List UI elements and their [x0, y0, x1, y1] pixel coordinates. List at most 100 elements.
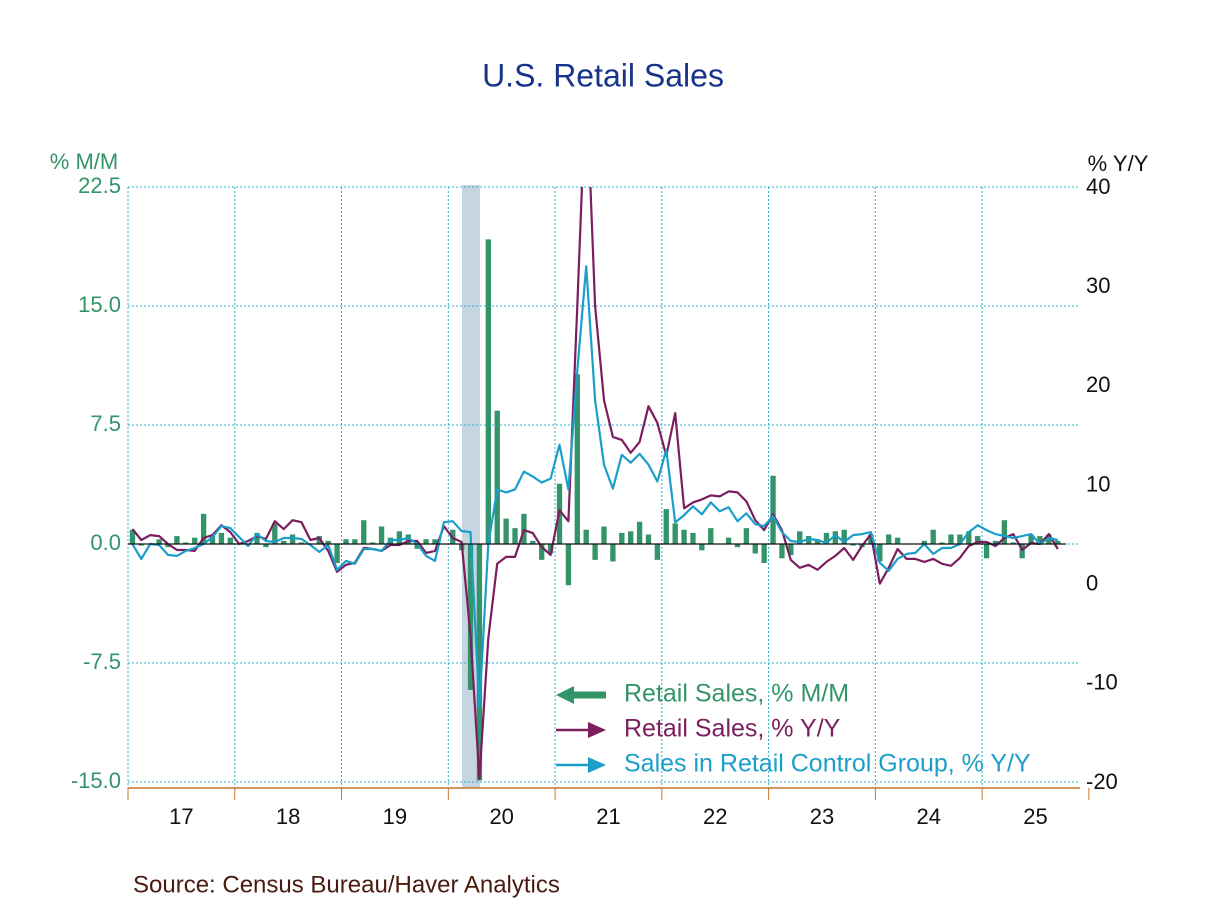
bar: [423, 539, 429, 544]
bar: [957, 534, 963, 544]
legend-swatch: [588, 757, 606, 773]
bar: [823, 532, 830, 544]
y-tick-label: 22.5: [78, 173, 121, 198]
y-tick-label: 0.0: [90, 530, 121, 555]
bar: [414, 544, 420, 549]
bar: [992, 540, 999, 544]
bar: [325, 540, 331, 544]
bar: [1019, 544, 1025, 559]
bar: [272, 523, 278, 544]
legend-label: Retail Sales, % M/M: [624, 680, 849, 708]
bar: [983, 544, 990, 559]
bar: [316, 536, 322, 544]
bar: [761, 544, 767, 564]
bar: [877, 544, 883, 562]
y2-axis-label: % Y/Y: [1088, 151, 1149, 176]
bar: [814, 539, 821, 544]
y2-tick-label: 20: [1086, 372, 1110, 397]
x-tick-label: 19: [383, 804, 407, 829]
bar: [797, 531, 803, 544]
legend-swatch: [588, 722, 606, 738]
bar: [654, 544, 661, 560]
bar: [743, 528, 750, 544]
bar: [975, 536, 981, 544]
bar: [1010, 542, 1016, 544]
bar: [734, 544, 741, 548]
bar: [886, 534, 892, 544]
bar: [894, 537, 901, 544]
bar: [708, 528, 714, 544]
bar: [547, 544, 554, 554]
x-tick-label: 25: [1023, 804, 1047, 829]
y-tick-label: -15.0: [71, 768, 121, 793]
bar: [601, 526, 607, 544]
y2-tick-label: -10: [1086, 670, 1118, 695]
bar: [334, 544, 340, 564]
legend-swatch: [572, 691, 606, 699]
bar: [361, 520, 367, 544]
bar: [681, 529, 687, 544]
bar: [921, 540, 927, 544]
bar: [948, 534, 954, 544]
bar: [779, 544, 785, 559]
plot-area: [129, 187, 1061, 781]
bar: [263, 544, 269, 548]
x-tick-label: 23: [810, 804, 834, 829]
legend-label: Sales in Retail Control Group, % Y/Y: [624, 750, 1031, 778]
x-tick-label: 18: [276, 804, 300, 829]
bar: [218, 532, 225, 544]
bar: [530, 540, 536, 544]
y-tick-label: 15.0: [78, 292, 121, 317]
bar: [832, 531, 838, 544]
source-note: Source: Census Bureau/Haver Analytics: [133, 871, 560, 898]
bar: [565, 544, 572, 586]
bar: [583, 529, 589, 544]
bar: [788, 544, 794, 556]
bar: [1028, 534, 1034, 544]
bar: [200, 513, 207, 544]
bar: [574, 374, 580, 544]
bar: [467, 544, 474, 690]
bar: [690, 532, 696, 544]
bar: [1055, 540, 1061, 544]
bar: [850, 544, 856, 546]
bar: [539, 544, 545, 560]
bar: [432, 539, 438, 544]
legend-label: Retail Sales, % Y/Y: [624, 715, 841, 743]
bar: [699, 544, 705, 551]
bar: [209, 536, 216, 544]
bar: [370, 542, 376, 544]
bar: [183, 542, 189, 544]
bar: [592, 544, 598, 560]
bar: [930, 529, 936, 544]
bar: [494, 410, 500, 544]
bar: [628, 531, 634, 544]
bar: [663, 509, 669, 544]
bar: [396, 531, 403, 544]
x-tick-label: 20: [489, 804, 513, 829]
bar: [521, 513, 527, 544]
y-tick-label: -7.5: [83, 649, 121, 674]
bar: [476, 544, 483, 781]
bar: [281, 540, 287, 544]
bar: [512, 528, 518, 544]
bar: [343, 539, 349, 544]
bar: [129, 529, 136, 544]
line: [131, 265, 1059, 709]
chart-title: U.S. Retail Sales: [482, 57, 724, 93]
bar: [174, 536, 180, 544]
bar: [165, 544, 171, 548]
bar: [254, 532, 260, 544]
bar: [378, 526, 385, 544]
legend-swatch: [556, 686, 574, 704]
y2-tick-label: 10: [1086, 471, 1110, 496]
bar: [156, 539, 162, 544]
bar: [298, 542, 305, 544]
bar: [227, 537, 233, 544]
y-tick-label: 7.5: [90, 411, 121, 436]
bar: [841, 529, 847, 544]
bar: [619, 532, 625, 544]
line: [131, 187, 1059, 781]
bar: [645, 534, 652, 544]
